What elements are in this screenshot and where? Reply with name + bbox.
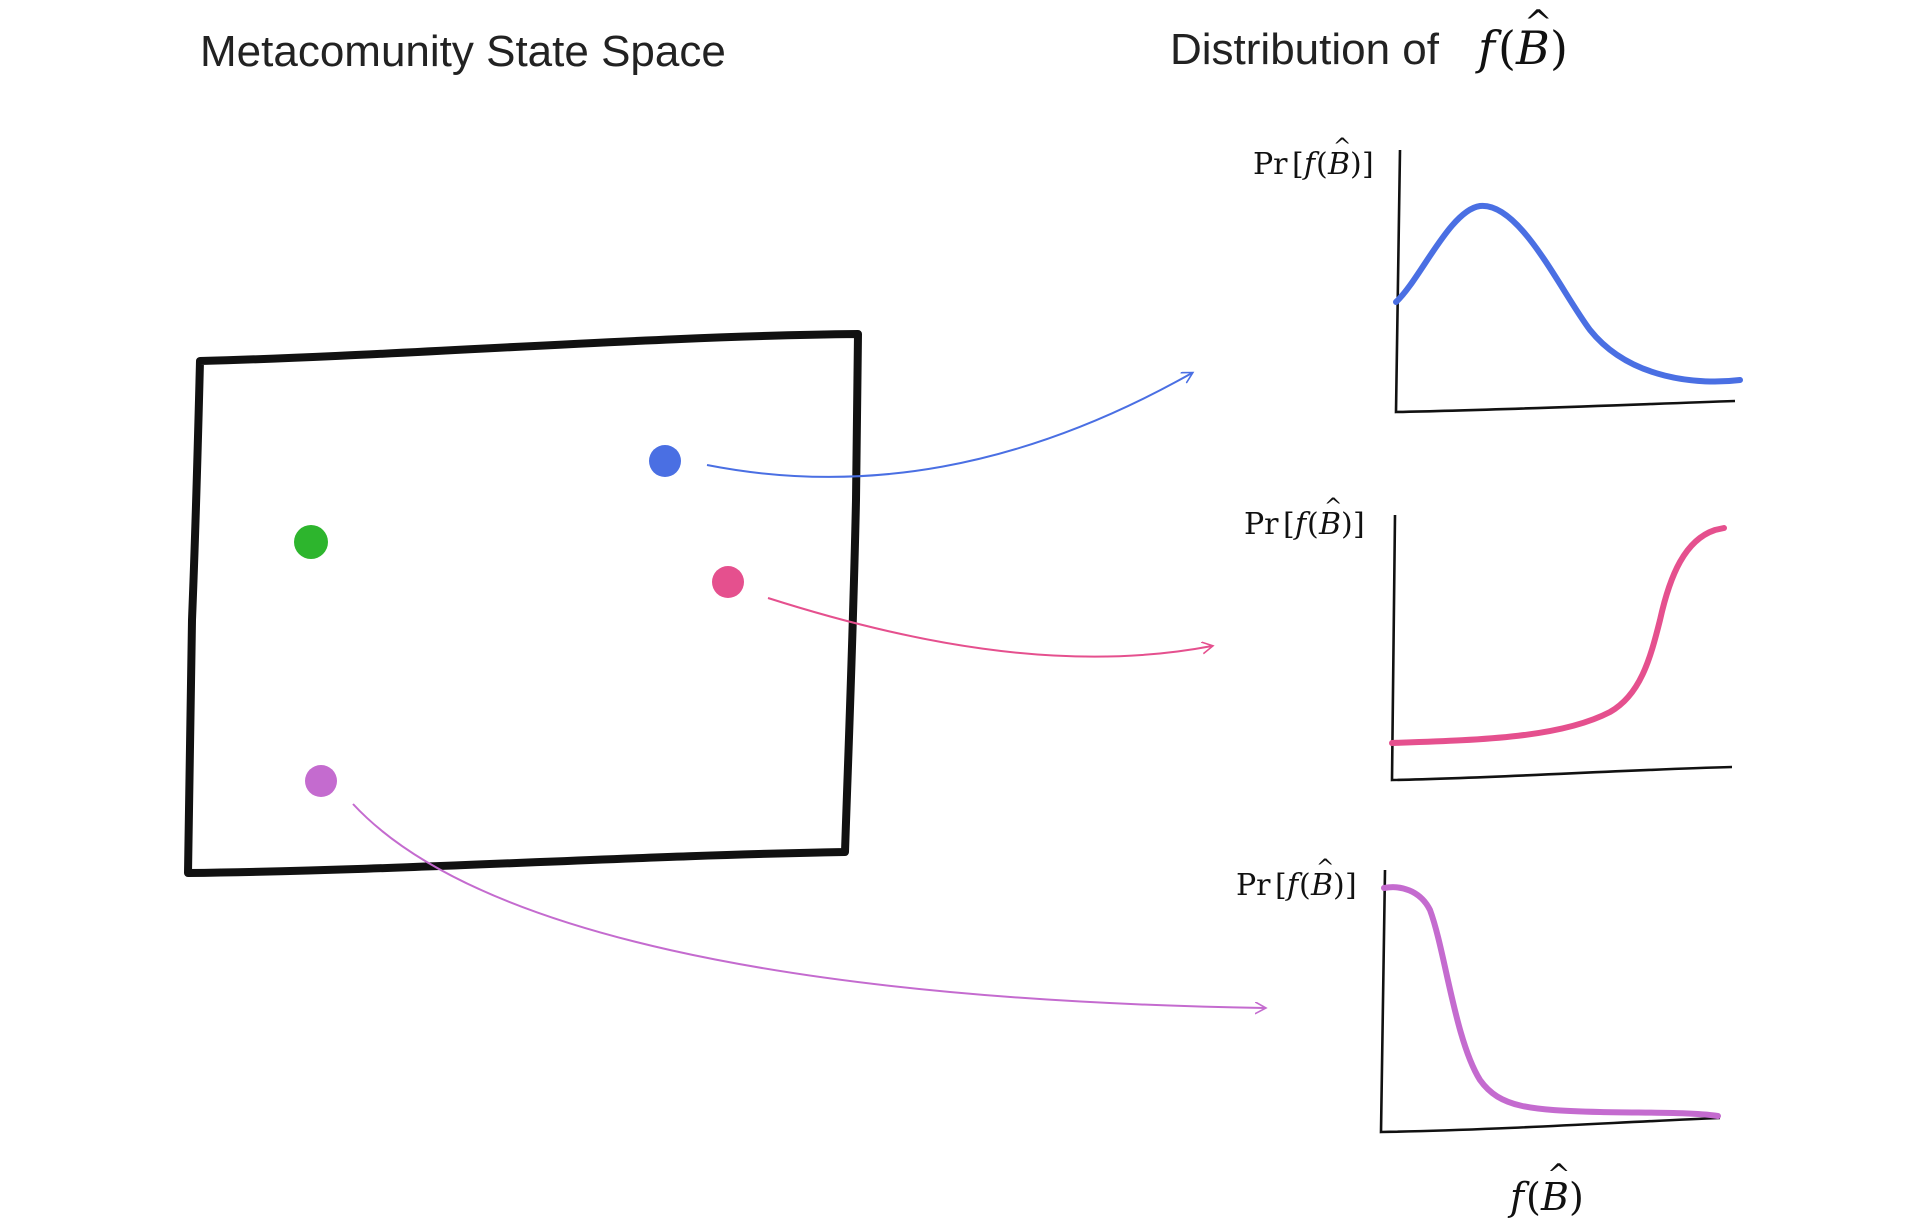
pink-axes (1390, 514, 1733, 782)
svg-text:]: ] (1353, 507, 1365, 542)
blue-point (649, 445, 681, 477)
svg-text:(: ( (1316, 147, 1328, 182)
right-title-text: Distribution of (1170, 25, 1440, 74)
purple-y-label: Pr [ f ( B ^ ) ] (1236, 856, 1357, 903)
right-title-open-paren: ( (1498, 21, 1516, 75)
purple-curve (1381, 884, 1721, 1119)
svg-text:^: ^ (1547, 1158, 1570, 1191)
svg-text:Pr: Pr (1244, 507, 1279, 542)
svg-text:(: ( (1526, 1175, 1541, 1219)
right-title-hat: ^ (1524, 3, 1553, 43)
svg-text:Pr: Pr (1253, 147, 1288, 182)
right-title: Distribution of f ( B ^ ) (1170, 3, 1568, 75)
blue-curve (1393, 202, 1743, 385)
svg-text:]: ] (1362, 147, 1374, 182)
svg-text:(: ( (1299, 868, 1311, 903)
svg-text:[: [ (1275, 868, 1287, 903)
svg-text:^: ^ (1316, 856, 1334, 881)
svg-text:): ) (1350, 147, 1362, 182)
svg-text:[: [ (1292, 147, 1304, 182)
blue-axes (1394, 149, 1736, 414)
purple-axes (1379, 869, 1721, 1134)
svg-text:]: ] (1345, 868, 1357, 903)
left-title: Metacomunity State Space (200, 27, 726, 76)
blue-y-label: Pr [ f ( B ^ ) ] (1253, 135, 1374, 182)
pink-curve (1389, 525, 1727, 746)
green-point (294, 525, 328, 559)
x-axis-label: f ( B ^ ) (1507, 1158, 1584, 1219)
svg-text:B: B (1327, 147, 1350, 182)
svg-text:Pr: Pr (1236, 868, 1271, 903)
purple-point (305, 765, 337, 797)
pink-distribution: Pr [ f ( B ^ ) ] (1244, 495, 1733, 782)
svg-text:(: ( (1307, 507, 1319, 542)
svg-text:B: B (1310, 868, 1333, 903)
svg-text:): ) (1333, 868, 1345, 903)
svg-text:B: B (1318, 507, 1341, 542)
blue-arrow (706, 373, 1192, 478)
pink-arrow (767, 597, 1212, 658)
svg-text:): ) (1569, 1175, 1584, 1219)
svg-text:^: ^ (1333, 135, 1351, 160)
svg-text:B: B (1540, 1175, 1569, 1219)
svg-text:): ) (1341, 507, 1353, 542)
pink-point (712, 566, 744, 598)
svg-text:^: ^ (1324, 495, 1342, 520)
pink-y-label: Pr [ f ( B ^ ) ] (1244, 495, 1365, 542)
svg-text:[: [ (1283, 507, 1295, 542)
right-title-close-paren: ) (1550, 21, 1568, 75)
blue-distribution: Pr [ f ( B ^ ) ] (1253, 135, 1743, 414)
state-space-box (184, 330, 862, 877)
right-title-b: B (1515, 21, 1550, 75)
purple-distribution: Pr [ f ( B ^ ) ] (1236, 856, 1721, 1134)
purple-arrow (352, 803, 1265, 1008)
